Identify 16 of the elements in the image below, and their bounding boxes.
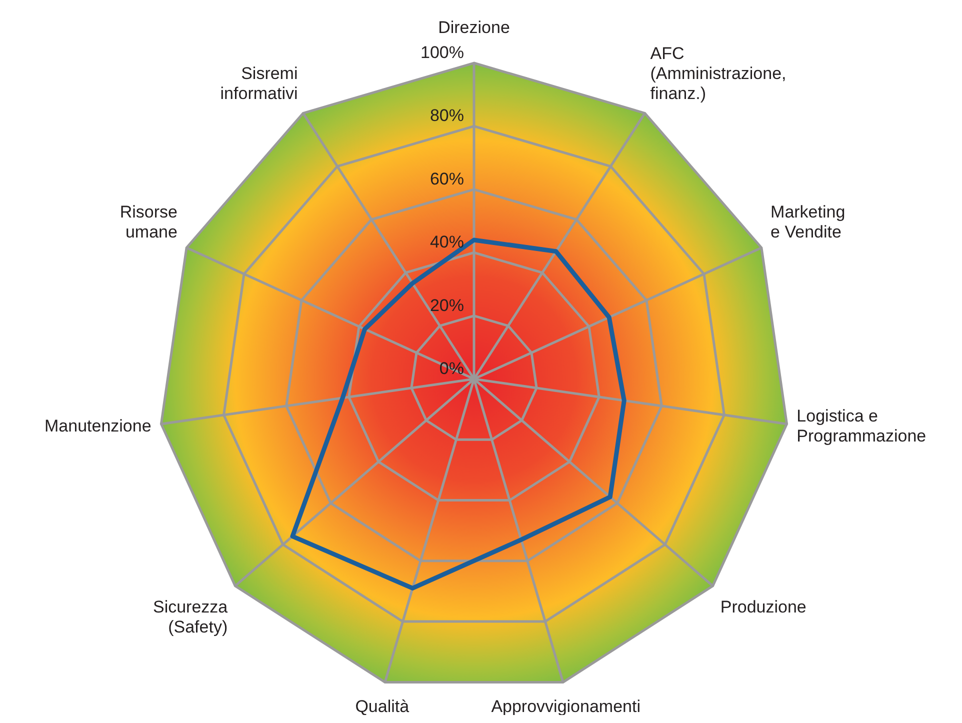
y-tick-label: 100% xyxy=(420,43,464,62)
y-tick-label: 20% xyxy=(430,296,464,315)
spoke-label: Produzione xyxy=(720,597,806,616)
spoke-label: Sicurezza (Safety) xyxy=(152,597,228,636)
spoke-label: Sisremi informativi xyxy=(220,64,298,103)
spoke-label: Qualità xyxy=(355,696,410,716)
spoke-label: Marketing e Vendite xyxy=(770,202,846,242)
y-tick-label: 40% xyxy=(430,232,464,252)
y-tick-label: 60% xyxy=(430,169,464,188)
spoke-label: AFC (Amministrazione, finanz.) xyxy=(650,44,786,103)
spoke-label: Direzione xyxy=(438,18,510,37)
spoke-label: Risorse umane xyxy=(120,202,178,242)
spoke-label: Manutenzione xyxy=(44,416,152,436)
y-tick-label: 80% xyxy=(430,106,464,126)
spoke-label: Approvvigionamenti xyxy=(491,696,640,716)
spoke-label: Logistica e Programmazione xyxy=(796,406,926,446)
